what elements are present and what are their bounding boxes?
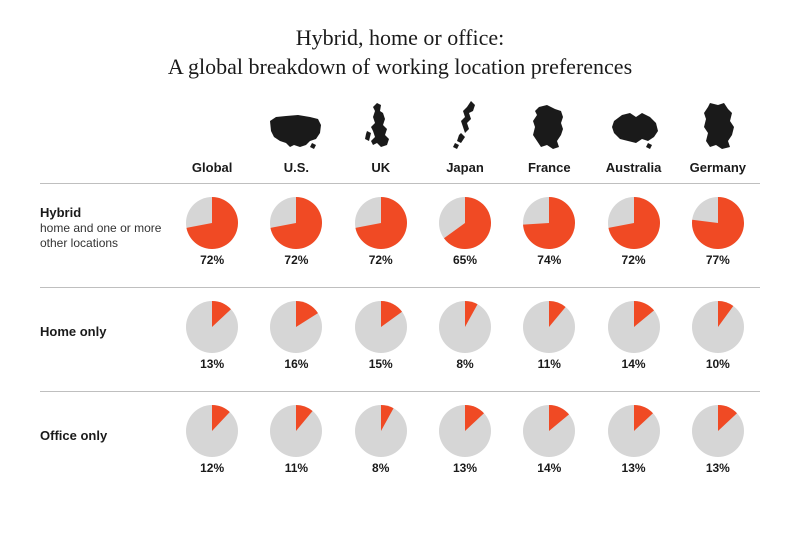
pct-home-germany: 10% <box>706 357 730 371</box>
pie-office-us: 11% <box>254 391 338 479</box>
title-line-2: A global breakdown of working location p… <box>168 54 632 79</box>
pie-home-australia: 14% <box>591 287 675 375</box>
row-label-main: Home only <box>40 324 106 340</box>
chart-title: Hybrid, home or office: A global breakdo… <box>40 24 760 81</box>
pct-hybrid-france: 74% <box>537 253 561 267</box>
pct-hybrid-uk: 72% <box>369 253 393 267</box>
pie-office-japan: 13% <box>423 391 507 479</box>
pct-hybrid-germany: 77% <box>706 253 730 267</box>
pie-home-global: 13% <box>170 287 254 375</box>
map-uk <box>339 93 423 155</box>
row-label-office: Office only <box>40 391 170 479</box>
pie-office-australia: 13% <box>591 391 675 479</box>
pct-office-australia: 13% <box>622 461 646 475</box>
map-germany <box>676 93 760 155</box>
pct-office-germany: 13% <box>706 461 730 475</box>
header-spacer <box>40 93 170 155</box>
pie-office-france: 14% <box>507 391 591 479</box>
pie-home-us: 16% <box>254 287 338 375</box>
pct-hybrid-us: 72% <box>284 253 308 267</box>
pie-home-france: 11% <box>507 287 591 375</box>
row-label-home: Home only <box>40 287 170 375</box>
pie-hybrid-japan: 65% <box>423 183 507 271</box>
pie-hybrid-global: 72% <box>170 183 254 271</box>
pie-hybrid-france: 74% <box>507 183 591 271</box>
map-global <box>170 93 254 155</box>
pie-home-uk: 15% <box>339 287 423 375</box>
pct-office-france: 14% <box>537 461 561 475</box>
pie-hybrid-uk: 72% <box>339 183 423 271</box>
row-label-sub: home and one or more other locations <box>40 221 164 251</box>
pct-home-australia: 14% <box>622 357 646 371</box>
header-spacer-2 <box>40 155 170 183</box>
pie-office-uk: 8% <box>339 391 423 479</box>
country-label-uk: UK <box>339 156 423 183</box>
country-label-germany: Germany <box>676 156 760 183</box>
country-label-australia: Australia <box>591 156 675 183</box>
pie-home-japan: 8% <box>423 287 507 375</box>
pie-hybrid-australia: 72% <box>591 183 675 271</box>
row-label-hybrid: Hybridhome and one or more other locatio… <box>40 183 170 271</box>
map-japan <box>423 93 507 155</box>
pie-home-germany: 10% <box>676 287 760 375</box>
row-label-main: Office only <box>40 428 107 444</box>
data-grid: GlobalU.S.UKJapanFranceAustraliaGermany H… <box>40 93 760 479</box>
title-line-1: Hybrid, home or office: <box>296 25 505 50</box>
pct-office-global: 12% <box>200 461 224 475</box>
pct-office-uk: 8% <box>372 461 389 475</box>
pie-hybrid-germany: 77% <box>676 183 760 271</box>
pct-home-uk: 15% <box>369 357 393 371</box>
pct-home-france: 11% <box>538 357 561 371</box>
country-label-global: Global <box>170 156 254 183</box>
infographic-container: Hybrid, home or office: A global breakdo… <box>0 0 800 533</box>
map-us <box>254 93 338 155</box>
map-france <box>507 93 591 155</box>
pie-office-germany: 13% <box>676 391 760 479</box>
pie-office-global: 12% <box>170 391 254 479</box>
row-label-main: Hybrid <box>40 205 164 221</box>
pie-hybrid-us: 72% <box>254 183 338 271</box>
country-label-france: France <box>507 156 591 183</box>
pct-hybrid-global: 72% <box>200 253 224 267</box>
country-label-japan: Japan <box>423 156 507 183</box>
pct-hybrid-japan: 65% <box>453 253 477 267</box>
pct-office-japan: 13% <box>453 461 477 475</box>
country-label-us: U.S. <box>254 156 338 183</box>
pct-home-us: 16% <box>284 357 308 371</box>
pct-hybrid-australia: 72% <box>622 253 646 267</box>
map-australia <box>591 93 675 155</box>
pct-office-us: 11% <box>285 461 308 475</box>
pct-home-global: 13% <box>200 357 224 371</box>
pct-home-japan: 8% <box>456 357 473 371</box>
